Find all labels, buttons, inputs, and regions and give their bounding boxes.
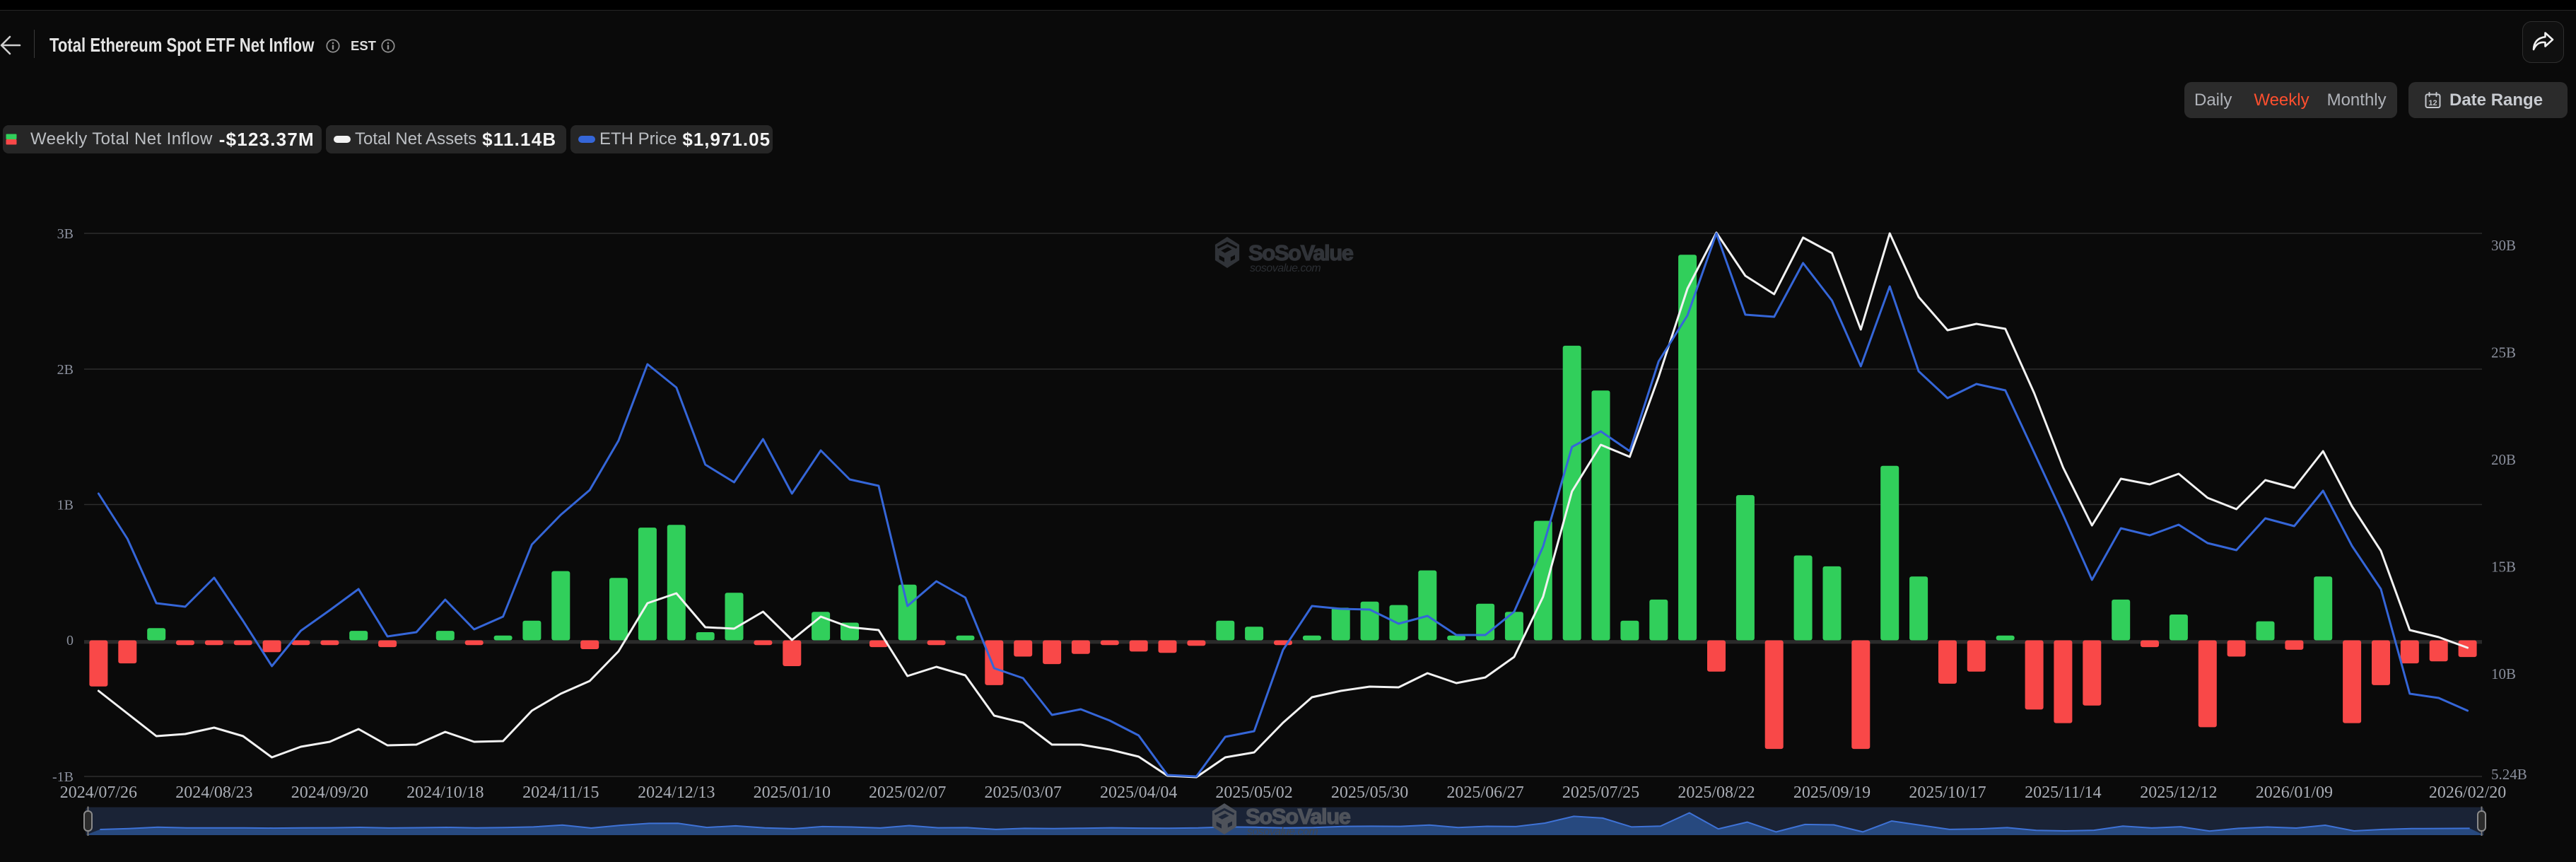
- svg-text:2024/09/20: 2024/09/20: [291, 784, 368, 802]
- svg-text:2025/03/07: 2025/03/07: [985, 784, 1062, 802]
- svg-text:2025/01/10: 2025/01/10: [754, 784, 831, 802]
- svg-text:2B: 2B: [57, 362, 74, 378]
- svg-text:2025/04/04: 2025/04/04: [1100, 784, 1177, 802]
- svg-text:2025/12/12: 2025/12/12: [2140, 784, 2217, 802]
- svg-text:-1B: -1B: [52, 769, 74, 785]
- svg-text:1B: 1B: [57, 498, 74, 513]
- svg-text:SoSoValue: SoSoValue: [1248, 240, 1354, 265]
- svg-text:2025/10/17: 2025/10/17: [1909, 784, 1986, 802]
- svg-text:2025/06/27: 2025/06/27: [1446, 784, 1523, 802]
- svg-text:0: 0: [66, 633, 74, 648]
- svg-text:30B: 30B: [2491, 237, 2516, 254]
- svg-text:SoSoValue: SoSoValue: [1246, 804, 1351, 829]
- svg-text:2025/07/25: 2025/07/25: [1562, 784, 1639, 802]
- svg-text:25B: 25B: [2491, 344, 2516, 361]
- svg-text:2025/11/14: 2025/11/14: [2025, 784, 2101, 802]
- svg-text:15B: 15B: [2491, 559, 2516, 576]
- svg-text:20B: 20B: [2491, 451, 2516, 468]
- svg-text:2025/05/02: 2025/05/02: [1215, 784, 1292, 802]
- svg-text:2026/01/09: 2026/01/09: [2256, 784, 2333, 802]
- svg-text:2024/08/23: 2024/08/23: [175, 784, 252, 802]
- svg-text:2024/12/13: 2024/12/13: [638, 784, 715, 802]
- svg-text:3B: 3B: [57, 226, 74, 242]
- svg-text:2024/10/18: 2024/10/18: [406, 784, 484, 802]
- svg-text:2024/07/26: 2024/07/26: [60, 784, 137, 802]
- svg-text:2025/08/22: 2025/08/22: [1678, 784, 1755, 802]
- svg-text:sosovalue.com: sosovalue.com: [1247, 826, 1318, 838]
- svg-text:5.24B: 5.24B: [2491, 766, 2527, 783]
- svg-text:2026/02/20: 2026/02/20: [2429, 784, 2506, 802]
- svg-text:2025/09/19: 2025/09/19: [1793, 784, 1870, 802]
- svg-text:2025/02/07: 2025/02/07: [869, 784, 946, 802]
- svg-text:2025/05/30: 2025/05/30: [1331, 784, 1408, 802]
- svg-text:12: 12: [2428, 99, 2437, 107]
- svg-text:sosovalue.com: sosovalue.com: [1250, 262, 1321, 274]
- svg-text:10B: 10B: [2491, 665, 2516, 682]
- svg-text:2024/11/15: 2024/11/15: [522, 784, 599, 802]
